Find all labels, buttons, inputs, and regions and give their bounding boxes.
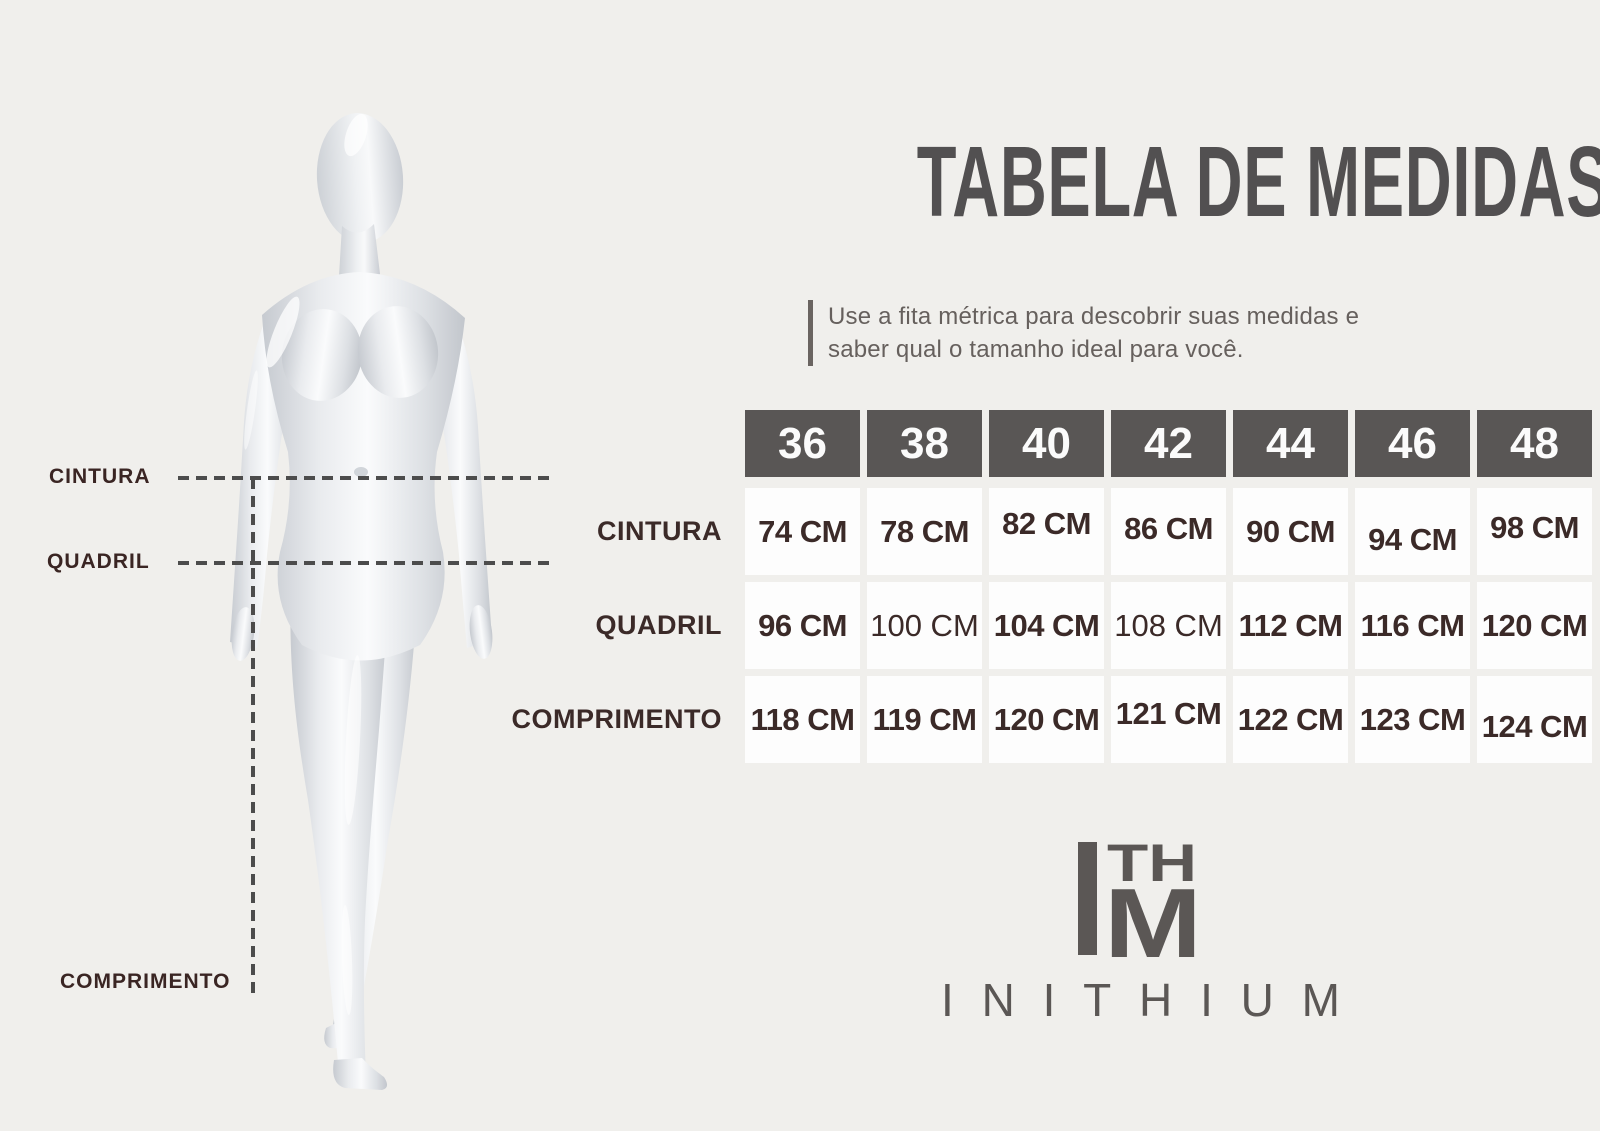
measurement-value: 100 CM <box>870 607 979 643</box>
size-header-cell: 42 <box>1111 410 1226 477</box>
intro-accent-bar <box>808 300 813 366</box>
length-label: COMPRIMENTO <box>60 970 231 993</box>
measurement-value: 74 CM <box>758 513 847 549</box>
brand-logo: TH M INITHIUM <box>941 834 1340 1026</box>
measurement-value: 118 CM <box>750 701 855 737</box>
mannequin-figure <box>230 113 493 1090</box>
measurement-cell: 100 CM <box>867 582 982 669</box>
measurement-value: 116 CM <box>1360 607 1465 643</box>
measurement-cell: 112 CM <box>1233 582 1348 669</box>
measurement-cell: 74 CM <box>745 488 860 575</box>
size-header-cell: 40 <box>989 410 1104 477</box>
table-row-label-length: COMPRIMENTO <box>511 704 722 734</box>
size-header-cell: 44 <box>1233 410 1348 477</box>
measurement-value: 96 CM <box>758 607 847 643</box>
measurement-value: 86 CM <box>1124 510 1213 546</box>
measurement-cell: 98 CM <box>1477 488 1592 575</box>
monogram-m: M <box>1104 868 1202 978</box>
mannequin-head <box>316 113 404 243</box>
measurement-cell: 123 CM <box>1355 676 1470 763</box>
monogram-th: TH <box>1107 834 1197 893</box>
measurement-value: 122 CM <box>1237 701 1344 737</box>
measurement-value: 90 CM <box>1246 513 1335 549</box>
hip-row: 96 CM 100 CM 104 CM 108 CM 112 CM 116 CM… <box>745 582 1592 669</box>
intro-block: Use a fita métrica para descobrir suas m… <box>808 300 1359 366</box>
table-row-label-hip: QUADRIL <box>595 610 722 640</box>
waist-dashed-line <box>178 476 552 480</box>
measurement-value: 78 CM <box>880 513 969 549</box>
length-row: 118 CM 119 CM 120 CM 121 CM 122 CM 123 C… <box>745 676 1592 763</box>
hip-label: QUADRIL <box>47 550 150 573</box>
measurement-cell: 94 CM <box>1355 488 1470 575</box>
size-header-cell: 46 <box>1355 410 1470 477</box>
measurement-cell: 78 CM <box>867 488 982 575</box>
size-header-cell: 38 <box>867 410 982 477</box>
size-header-cell: 36 <box>745 410 860 477</box>
measurement-cell: 122 CM <box>1233 676 1348 763</box>
measurement-cell: 120 CM <box>989 676 1104 763</box>
size-table: 36 38 40 42 44 46 48 74 CM 78 CM 82 CM 8… <box>745 410 1592 770</box>
measurement-cell: 119 CM <box>867 676 982 763</box>
measurement-cell: 118 CM <box>745 676 860 763</box>
measurement-value: 124 CM <box>1481 708 1588 744</box>
measurement-cell: 104 CM <box>989 582 1104 669</box>
measurement-value: 123 CM <box>1359 701 1466 737</box>
size-header-row: 36 38 40 42 44 46 48 <box>745 410 1592 477</box>
measurement-cell: 121 CM <box>1111 676 1226 763</box>
hip-dashed-line <box>178 561 552 565</box>
measurement-value: 94 CM <box>1368 521 1457 557</box>
measurement-value: 104 CM <box>993 607 1100 643</box>
table-row-label-waist: CINTURA <box>597 516 722 546</box>
measurement-value: 119 CM <box>872 701 977 737</box>
measurement-cell: 124 CM <box>1477 676 1592 763</box>
waist-label: CINTURA <box>49 465 151 488</box>
length-dashed-line <box>251 478 255 995</box>
measurement-cell: 82 CM <box>989 488 1104 575</box>
measurement-value: 120 CM <box>1481 607 1588 643</box>
measurement-cell: 108 CM <box>1111 582 1226 669</box>
measurement-cell: 90 CM <box>1233 488 1348 575</box>
measurement-value: 108 CM <box>1114 607 1223 643</box>
intro-line-2: saber qual o tamanho ideal para você. <box>828 336 1244 363</box>
measurement-value: 98 CM <box>1490 509 1579 545</box>
measurement-cell: 86 CM <box>1111 488 1226 575</box>
measurement-value: 82 CM <box>1002 505 1091 541</box>
page-title: TABELA DE MEDIDAS <box>730 132 1600 250</box>
intro-line-1: Use a fita métrica para descobrir suas m… <box>828 303 1360 330</box>
measurement-cell: 120 CM <box>1477 582 1592 669</box>
measurement-value: 121 CM <box>1115 695 1222 731</box>
intro-text: Use a fita métrica para descobrir suas m… <box>828 300 1359 366</box>
measurement-cell: 96 CM <box>745 582 860 669</box>
brand-name: INITHIUM <box>941 974 1340 1026</box>
measurement-value: 112 CM <box>1238 607 1343 643</box>
page-title-text: TABELA DE MEDIDAS <box>916 126 1600 238</box>
measurement-cell: 116 CM <box>1355 582 1470 669</box>
size-header-cell: 48 <box>1477 410 1592 477</box>
waist-row: 74 CM 78 CM 82 CM 86 CM 90 CM 94 CM 98 C… <box>745 488 1592 575</box>
monogram-i-bar <box>1078 842 1097 955</box>
measurement-value: 120 CM <box>993 701 1100 737</box>
